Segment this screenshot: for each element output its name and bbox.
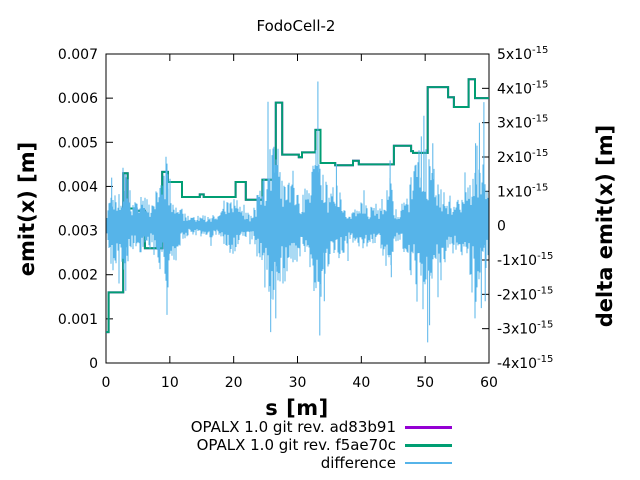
y-left-tick-label: 0.002 [58,268,98,284]
y-right-tick-label: 0 [497,219,506,235]
y-right-tick-label: 2x10-15 [497,148,548,166]
y-left-tick-label: 0.007 [58,47,98,63]
legend-item: OPALX 1.0 git rev. ad83b91 [40,418,452,436]
y-left-tick-label: 0.006 [58,91,98,107]
y-left-tick-label: 0.004 [58,179,98,195]
y-right-tick-label: -3x10-15 [497,320,553,338]
chart-title: FodoCell-2 [256,17,336,35]
x-tick-label: 60 [480,375,498,391]
legend-item: OPALX 1.0 git rev. f5ae70c [40,436,452,454]
x-tick-label: 30 [289,375,307,391]
x-axis-label: s [m] [265,396,329,420]
legend-line-sample-difference [405,462,452,464]
y-left-tick-label: 0.001 [58,312,98,328]
y-right-tick-label: 4x10-15 [497,79,548,97]
y-right-tick-label: 3x10-15 [497,114,548,132]
x-tick-label: 10 [161,375,179,391]
x-tick-label: 0 [102,375,111,391]
legend-label: OPALX 1.0 git rev. ad83b91 [190,418,396,436]
series-f5ae70c [106,78,489,334]
y-right-tick-label: 1x10-15 [497,182,548,200]
x-tick-label: 20 [225,375,243,391]
legend-label: OPALX 1.0 git rev. f5ae70c [196,436,396,454]
y-left-tick-label: 0.003 [58,224,98,240]
legend-line-sample-ad83b91 [405,425,452,429]
x-tick-label: 50 [416,375,434,391]
series-difference [106,81,489,343]
y-left-tick-label: 0.005 [58,135,98,151]
legend-label: difference [320,454,396,472]
y-axis-label-left: emit(x) [m] [15,141,39,277]
y-left-tick-label: 0 [89,356,98,372]
x-tick-label: 40 [352,375,370,391]
legend-line-sample-f5ae70c [405,443,452,447]
legend-item: difference [40,454,452,472]
y-right-tick-label: 5x10-15 [497,45,548,63]
y-right-tick-label: -1x10-15 [497,251,553,269]
y-right-tick-label: -4x10-15 [497,354,553,372]
y-right-tick-label: -2x10-15 [497,285,553,303]
y-axis-label-right: delta emit(x) [m] [593,124,617,328]
legend: OPALX 1.0 git rev. ad83b91 OPALX 1.0 git… [40,418,452,472]
